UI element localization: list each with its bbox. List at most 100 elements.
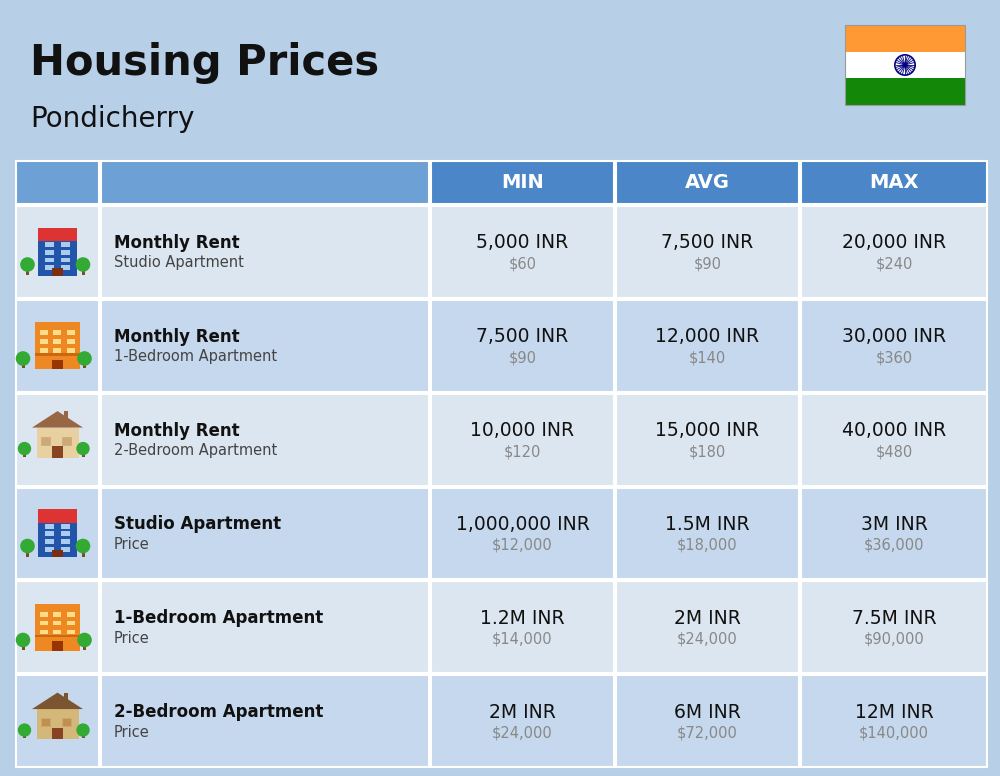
Text: Monthly Rent: Monthly Rent (114, 327, 240, 346)
Polygon shape (32, 693, 83, 709)
Circle shape (78, 633, 91, 646)
Text: $36,000: $36,000 (864, 538, 924, 553)
FancyBboxPatch shape (23, 733, 26, 739)
Text: $120: $120 (504, 444, 541, 459)
FancyBboxPatch shape (61, 532, 70, 536)
Text: 12,000 INR: 12,000 INR (655, 327, 760, 346)
FancyBboxPatch shape (36, 428, 78, 458)
Circle shape (904, 64, 906, 66)
Text: Price: Price (114, 725, 150, 740)
Text: $90: $90 (694, 256, 722, 272)
Text: $60: $60 (509, 256, 536, 272)
FancyBboxPatch shape (52, 728, 63, 739)
FancyBboxPatch shape (66, 339, 75, 344)
Text: $140,000: $140,000 (859, 726, 929, 740)
FancyBboxPatch shape (40, 331, 48, 335)
Text: 6M INR: 6M INR (674, 702, 741, 722)
FancyBboxPatch shape (845, 78, 965, 105)
FancyBboxPatch shape (45, 258, 54, 262)
FancyBboxPatch shape (616, 393, 799, 486)
FancyBboxPatch shape (431, 675, 614, 767)
FancyBboxPatch shape (35, 635, 80, 637)
Text: 7,500 INR: 7,500 INR (661, 234, 754, 252)
FancyBboxPatch shape (83, 644, 86, 650)
Text: Monthly Rent: Monthly Rent (114, 234, 240, 252)
FancyBboxPatch shape (45, 250, 54, 255)
FancyBboxPatch shape (52, 268, 63, 276)
Text: 3M INR: 3M INR (861, 515, 927, 534)
FancyBboxPatch shape (61, 242, 70, 247)
FancyBboxPatch shape (66, 612, 75, 617)
FancyBboxPatch shape (801, 581, 987, 673)
FancyBboxPatch shape (431, 206, 614, 298)
FancyBboxPatch shape (801, 675, 987, 767)
FancyBboxPatch shape (35, 604, 80, 650)
FancyBboxPatch shape (26, 268, 29, 275)
Text: 15,000 INR: 15,000 INR (655, 421, 760, 440)
Text: MAX: MAX (869, 173, 919, 192)
FancyBboxPatch shape (66, 629, 75, 634)
FancyBboxPatch shape (101, 300, 429, 392)
FancyBboxPatch shape (45, 539, 54, 544)
FancyBboxPatch shape (35, 353, 80, 356)
Text: Price: Price (114, 537, 150, 552)
FancyBboxPatch shape (66, 331, 75, 335)
FancyBboxPatch shape (16, 581, 99, 673)
Text: 1,000,000 INR: 1,000,000 INR (456, 515, 589, 534)
Circle shape (77, 724, 89, 736)
FancyBboxPatch shape (40, 629, 48, 634)
Circle shape (16, 352, 30, 365)
Text: 30,000 INR: 30,000 INR (842, 327, 946, 346)
FancyBboxPatch shape (616, 300, 799, 392)
Text: $140: $140 (689, 350, 726, 365)
FancyBboxPatch shape (101, 675, 429, 767)
Circle shape (16, 633, 30, 646)
FancyBboxPatch shape (61, 250, 70, 255)
FancyBboxPatch shape (431, 487, 614, 580)
Text: $72,000: $72,000 (677, 726, 738, 740)
Circle shape (18, 724, 30, 736)
Circle shape (18, 442, 30, 455)
Text: $14,000: $14,000 (492, 632, 553, 646)
Circle shape (76, 539, 90, 553)
FancyBboxPatch shape (16, 487, 99, 580)
FancyBboxPatch shape (45, 524, 54, 528)
FancyBboxPatch shape (616, 581, 799, 673)
FancyBboxPatch shape (801, 206, 987, 298)
FancyBboxPatch shape (101, 393, 429, 486)
FancyBboxPatch shape (431, 161, 614, 204)
Text: 2-Bedroom Apartment: 2-Bedroom Apartment (114, 443, 277, 458)
FancyBboxPatch shape (62, 718, 71, 726)
Text: 1-Bedroom Apartment: 1-Bedroom Apartment (114, 349, 277, 364)
Text: Monthly Rent: Monthly Rent (114, 421, 240, 439)
FancyBboxPatch shape (41, 437, 50, 445)
FancyBboxPatch shape (53, 621, 61, 625)
FancyBboxPatch shape (53, 331, 61, 335)
Circle shape (76, 258, 90, 271)
FancyBboxPatch shape (82, 268, 84, 275)
FancyBboxPatch shape (45, 265, 54, 270)
FancyBboxPatch shape (61, 258, 70, 262)
FancyBboxPatch shape (431, 300, 614, 392)
FancyBboxPatch shape (431, 393, 614, 486)
FancyBboxPatch shape (616, 487, 799, 580)
Text: 12M INR: 12M INR (855, 702, 933, 722)
Text: $24,000: $24,000 (492, 726, 553, 740)
Text: $18,000: $18,000 (677, 538, 738, 553)
Text: MIN: MIN (501, 173, 544, 192)
FancyBboxPatch shape (616, 206, 799, 298)
FancyBboxPatch shape (40, 339, 48, 344)
FancyBboxPatch shape (101, 487, 429, 580)
Circle shape (78, 352, 91, 365)
FancyBboxPatch shape (16, 206, 99, 298)
Text: 2-Bedroom Apartment: 2-Bedroom Apartment (114, 703, 323, 721)
FancyBboxPatch shape (64, 693, 68, 703)
Text: 7,500 INR: 7,500 INR (476, 327, 569, 346)
FancyBboxPatch shape (52, 549, 63, 557)
Text: $12,000: $12,000 (492, 538, 553, 553)
Circle shape (77, 442, 89, 455)
FancyBboxPatch shape (53, 612, 61, 617)
FancyBboxPatch shape (40, 612, 48, 617)
FancyBboxPatch shape (16, 393, 99, 486)
FancyBboxPatch shape (45, 547, 54, 552)
